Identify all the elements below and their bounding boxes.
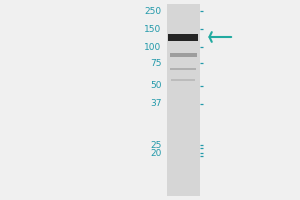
Text: 20: 20 bbox=[150, 150, 161, 158]
Text: 100: 100 bbox=[144, 43, 161, 51]
Text: 50: 50 bbox=[150, 82, 161, 90]
Text: 25: 25 bbox=[150, 142, 161, 150]
Bar bbox=[168, 33, 198, 40]
Bar bbox=[171, 79, 195, 81]
Bar bbox=[170, 68, 196, 70]
Text: 37: 37 bbox=[150, 99, 161, 108]
Text: 250: 250 bbox=[144, 6, 161, 16]
Text: 150: 150 bbox=[144, 24, 161, 33]
Text: 75: 75 bbox=[150, 58, 161, 68]
Bar bbox=[167, 4, 200, 196]
Bar bbox=[169, 53, 196, 57]
